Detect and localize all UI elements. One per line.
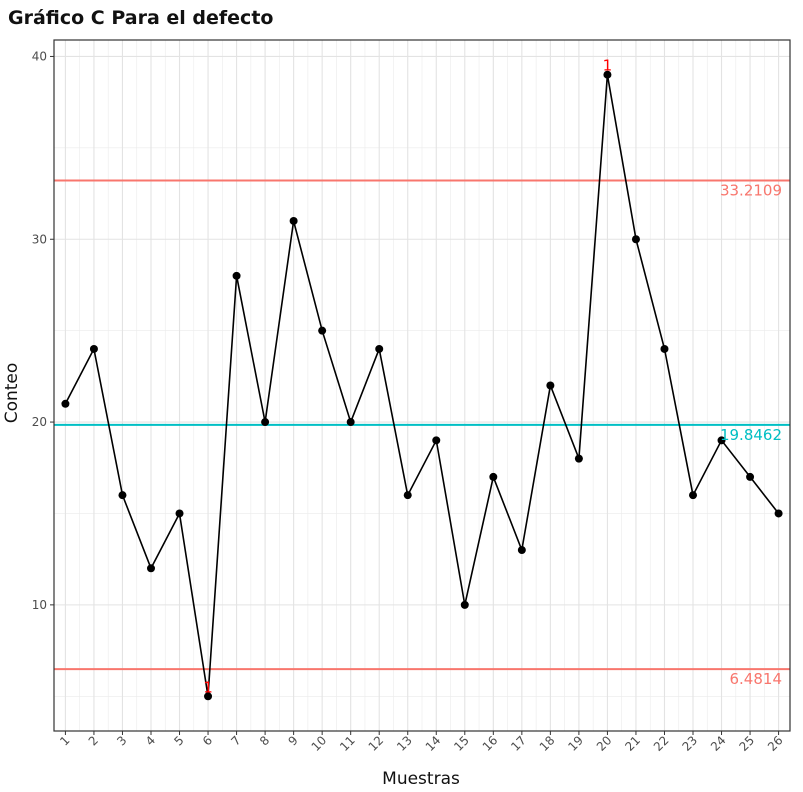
data-point bbox=[660, 344, 669, 353]
x-tick-label: 19 bbox=[565, 733, 586, 754]
x-tick-label: 6 bbox=[200, 733, 215, 748]
data-point bbox=[232, 271, 241, 280]
x-tick-label: 5 bbox=[171, 733, 186, 748]
data-point bbox=[631, 235, 640, 244]
data-point bbox=[432, 436, 441, 445]
x-axis-title: Muestras bbox=[382, 769, 460, 789]
data-point bbox=[746, 472, 755, 481]
x-tick-label: 21 bbox=[622, 733, 643, 754]
y-tick-label: 20 bbox=[32, 415, 47, 429]
chart-title: Gráfico C Para el defecto bbox=[8, 7, 273, 29]
data-point bbox=[289, 216, 298, 225]
x-tick-label: 4 bbox=[143, 733, 158, 748]
x-tick-label: 10 bbox=[309, 733, 330, 754]
y-tick-label: 10 bbox=[32, 598, 47, 612]
x-tick-label: 25 bbox=[736, 733, 757, 754]
data-point bbox=[346, 418, 355, 427]
data-point bbox=[318, 326, 327, 335]
x-tick-label: 17 bbox=[508, 733, 529, 754]
series-line bbox=[64, 74, 780, 697]
data-point bbox=[175, 509, 184, 518]
data-point bbox=[460, 600, 469, 609]
y-tick-label: 30 bbox=[32, 232, 47, 246]
data-point bbox=[717, 436, 726, 445]
x-tick-label: 16 bbox=[480, 733, 501, 754]
x-tick-label: 3 bbox=[114, 733, 129, 748]
data-point bbox=[517, 546, 526, 555]
data-point bbox=[489, 472, 498, 481]
x-tick-label: 1 bbox=[57, 733, 72, 748]
x-tick-label: 12 bbox=[366, 733, 387, 754]
x-tick-label: 23 bbox=[679, 733, 700, 754]
panel-border bbox=[53, 39, 791, 732]
data-point bbox=[603, 70, 612, 79]
x-tick-label: 14 bbox=[423, 733, 444, 754]
data-point bbox=[403, 491, 412, 500]
x-tick-label: 18 bbox=[537, 733, 558, 754]
x-tick-label: 8 bbox=[257, 733, 272, 748]
y-axis-title: Conteo bbox=[2, 363, 22, 424]
data-point bbox=[61, 399, 70, 408]
x-tick-label: 15 bbox=[451, 733, 472, 754]
x-tick-label: 13 bbox=[394, 733, 415, 754]
data-point bbox=[774, 509, 783, 518]
x-tick-label: 20 bbox=[594, 733, 615, 754]
data-point bbox=[146, 564, 155, 573]
x-tick-label: 2 bbox=[86, 733, 101, 748]
x-tick-label: 24 bbox=[708, 733, 729, 754]
x-tick-label: 11 bbox=[337, 733, 358, 754]
violation-label: 1 bbox=[203, 678, 213, 696]
data-point bbox=[204, 692, 213, 701]
control-limit-label-ucl: 33.2109 bbox=[720, 182, 782, 200]
data-point bbox=[574, 454, 583, 463]
y-tick-label: 40 bbox=[32, 49, 47, 63]
data-point bbox=[261, 418, 270, 427]
data-point bbox=[546, 381, 555, 390]
x-tick-label: 9 bbox=[285, 733, 300, 748]
x-tick-label: 22 bbox=[651, 733, 672, 754]
x-tick-label: 26 bbox=[765, 733, 786, 754]
x-tick-label: 7 bbox=[228, 733, 243, 748]
data-point bbox=[118, 491, 127, 500]
control-limit-label-lcl: 6.4814 bbox=[730, 670, 783, 688]
data-point bbox=[689, 491, 698, 500]
data-point bbox=[375, 344, 384, 353]
violation-label: 1 bbox=[603, 57, 613, 75]
control-limit-label-cl: 19.8462 bbox=[720, 426, 782, 444]
data-point bbox=[89, 344, 98, 353]
